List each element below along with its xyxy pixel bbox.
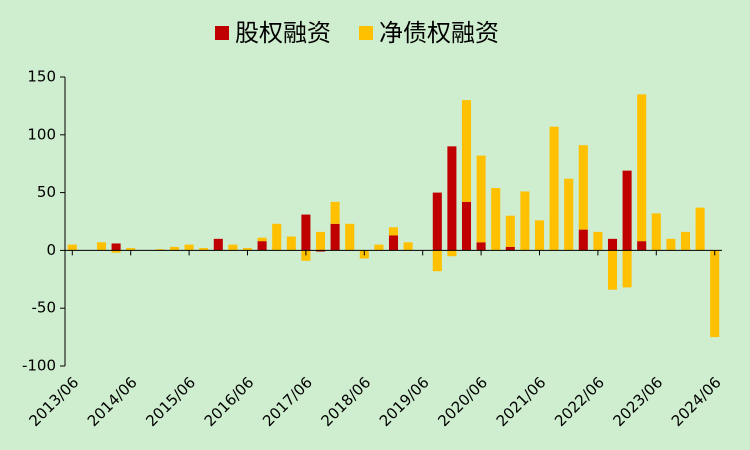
bar	[345, 223, 355, 251]
bar	[622, 170, 632, 251]
legend-label: 股权融资	[235, 19, 331, 47]
x-tick-label: 2018/06	[318, 373, 375, 430]
x-tick-label: 2019/06	[376, 373, 433, 430]
bar	[476, 155, 486, 243]
bar	[505, 246, 515, 251]
bar	[199, 248, 209, 251]
bar	[272, 223, 282, 251]
bar	[578, 145, 588, 230]
x-tick-label: 2024/06	[668, 373, 725, 430]
bar	[213, 238, 223, 251]
y-tick-label: 150	[27, 68, 56, 86]
bar	[607, 238, 618, 251]
bar	[680, 231, 691, 251]
x-tick-label: 2021/06	[493, 373, 550, 430]
legend-swatch	[215, 26, 229, 40]
y-tick-label: 50	[37, 183, 56, 201]
bar	[96, 242, 107, 251]
bar	[301, 250, 311, 261]
x-tick-label: 2023/06	[610, 373, 667, 430]
bar	[301, 214, 311, 251]
bar	[505, 215, 515, 247]
bar	[549, 126, 559, 251]
bar	[126, 248, 136, 251]
bar	[228, 244, 238, 251]
bar	[666, 238, 676, 251]
bar	[286, 236, 296, 251]
bar	[491, 187, 501, 251]
bar	[476, 242, 486, 251]
bar	[710, 250, 720, 338]
bar	[447, 250, 457, 257]
bar	[461, 100, 472, 202]
bar	[374, 244, 384, 251]
bar	[388, 227, 399, 236]
bar	[388, 235, 399, 251]
bar	[67, 244, 77, 251]
bar	[432, 192, 442, 251]
bar	[111, 250, 121, 253]
bar	[564, 178, 574, 251]
bar	[461, 201, 472, 251]
bar	[432, 250, 442, 272]
y-tick-label: -100	[22, 357, 56, 375]
bar	[637, 241, 647, 251]
bar	[447, 146, 457, 251]
bar	[169, 246, 180, 251]
bar	[257, 237, 267, 242]
bar	[622, 250, 632, 288]
bar	[651, 213, 661, 251]
x-tick-label: 2015/06	[142, 373, 199, 430]
bar	[534, 220, 545, 251]
legend-label: 净债权融资	[379, 19, 499, 47]
bar	[315, 231, 326, 251]
bar	[520, 191, 530, 251]
bar	[695, 207, 705, 251]
bar	[330, 223, 340, 251]
y-tick-label: 0	[46, 241, 56, 259]
bar	[578, 229, 588, 251]
x-tick-label: 2013/06	[26, 373, 83, 430]
bar	[330, 201, 340, 224]
bar	[111, 243, 121, 251]
bar	[593, 231, 603, 251]
x-tick-label: 2014/06	[84, 373, 141, 430]
x-tick-label: 2022/06	[551, 373, 608, 430]
bar	[242, 248, 253, 251]
y-tick-label: 100	[27, 125, 56, 143]
bar	[403, 242, 413, 251]
bar	[257, 241, 267, 251]
bar	[637, 94, 647, 242]
legend-swatch	[359, 26, 373, 40]
x-tick-label: 2016/06	[201, 373, 258, 430]
bar	[607, 250, 618, 290]
x-tick-label: 2017/06	[259, 373, 316, 430]
x-tick-label: 2020/06	[434, 373, 491, 430]
y-tick-label: -50	[32, 299, 57, 317]
bar	[184, 244, 194, 251]
bar	[155, 249, 165, 251]
bar	[315, 250, 326, 252]
